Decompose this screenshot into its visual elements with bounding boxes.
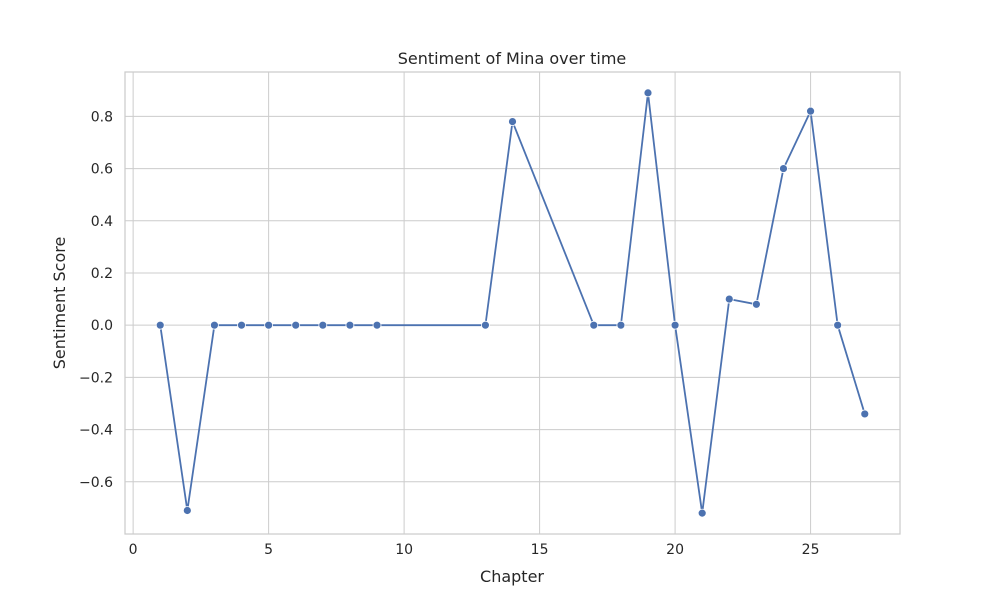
- data-point: [372, 320, 382, 330]
- data-point: [670, 320, 680, 330]
- y-tick-label: −0.4: [79, 423, 113, 439]
- chart-title: Sentiment of Mina over time: [398, 49, 627, 68]
- x-tick-label: 10: [395, 542, 413, 558]
- data-point: [481, 320, 490, 330]
- x-tick-label: 15: [531, 542, 549, 558]
- y-tick-label: −0.2: [79, 370, 113, 386]
- data-point: [860, 409, 870, 419]
- y-tick-label: −0.6: [79, 475, 113, 491]
- tick-labels: 0 5 10 15 20 25 −0.6 −0.4 −0.2 0.0 0.2 0.4 0.6 0.8: [79, 109, 819, 558]
- series-line: [159, 91, 866, 515]
- data-point: [589, 320, 599, 330]
- x-tick-label: 25: [802, 542, 820, 558]
- data-point: [643, 88, 653, 98]
- data-point: [697, 508, 707, 518]
- y-tick-label: 0.4: [91, 214, 113, 230]
- y-tick-label: 0.0: [91, 318, 113, 334]
- data-point: [264, 320, 274, 330]
- data-point: [237, 320, 246, 330]
- data-point: [833, 320, 843, 330]
- y-axis-label: Sentiment Score: [50, 237, 69, 370]
- x-axis-label: Chapter: [480, 567, 544, 586]
- data-point: [182, 506, 192, 515]
- y-tick-label: 0.8: [91, 109, 113, 125]
- data-point: [508, 117, 517, 126]
- plot-area: [124, 71, 901, 535]
- data-point: [724, 294, 734, 304]
- data-point: [210, 320, 219, 330]
- x-tick-label: 0: [129, 542, 138, 558]
- series-layer: [155, 88, 870, 518]
- y-tick-label: 0.2: [91, 266, 113, 282]
- data-point: [318, 320, 328, 330]
- y-tick-label: 0.6: [91, 162, 113, 178]
- x-tick-label: 5: [264, 542, 273, 558]
- data-point: [751, 299, 761, 309]
- data-point: [616, 320, 626, 330]
- data-point: [345, 320, 355, 330]
- data-point: [291, 320, 301, 330]
- data-point: [779, 164, 788, 173]
- data-point: [155, 320, 165, 330]
- grid-layer: [125, 72, 900, 534]
- x-tick-label: 20: [666, 542, 684, 558]
- data-point: [806, 106, 815, 116]
